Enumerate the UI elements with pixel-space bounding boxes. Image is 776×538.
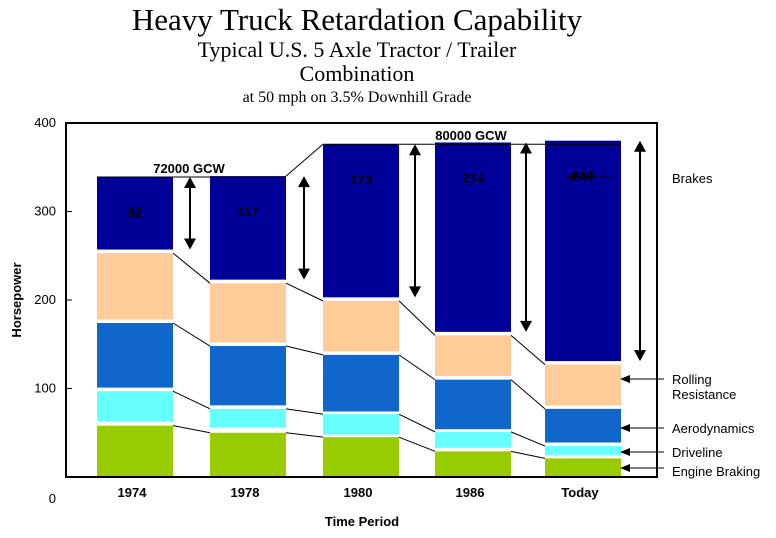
legend-label-rolling-resistance: Rolling Resistance [672,372,736,402]
connector-line [398,413,436,433]
bar-1974-aerodynamics [97,391,173,422]
x-tick-label-1980: 1980 [344,485,373,500]
data-label-brakes-today: 249 [572,169,594,184]
brakes-span-arrow-1980 [409,144,421,298]
connector-line [172,252,211,284]
bar-today-engine-braking [545,458,621,477]
connector-line [398,354,436,381]
connector-line [285,282,324,302]
bar-1974-engine-braking [97,425,173,477]
bar-1978-segment-6 [210,283,286,343]
bar-1986-engine-braking [435,451,511,477]
brakes-span-arrow-today [634,140,646,362]
connector-line [285,408,324,415]
chart-subtitle-conditions: at 50 mph on 3.5% Downhill Grade [243,89,472,106]
connector-line [510,335,546,365]
connector-line [172,425,211,434]
bar-today-segment-6 [545,364,621,406]
connector-line [172,390,211,410]
data-label-brakes-1980: 173 [350,172,372,187]
connector-line [398,436,436,452]
brakes-span-arrow-1974 [184,176,196,250]
bar-1974-segment-6 [97,253,173,320]
data-label-brakes-1978: 117 [238,204,259,219]
y-tick-label-400: 400 [34,115,56,130]
connector-line [398,300,436,336]
connector-line [172,322,211,347]
bar-1986-segment-6 [435,335,511,377]
x-tick-label-1986: 1986 [456,485,485,500]
bar-1980-aerodynamics [323,414,399,435]
x-tick-label-today: Today [561,485,599,500]
connector-line [285,432,324,438]
bar-1974-segment-4 [97,323,173,388]
brakes-span-arrow-1978 [298,176,310,280]
bar-1980-segment-4 [323,354,399,412]
connector-line [285,345,324,356]
bar-1986-segment-4 [435,379,511,430]
legend-arrowhead-rolling-resistance [620,375,630,383]
x-tick-label-1974: 1974 [118,485,148,500]
y-axis-label: Horsepower [9,262,24,337]
chart-subtitle-line-1: Typical U.S. 5 Axle Tractor / Trailer [198,37,517,62]
legend-label-aerodynamics: Aerodynamics [672,421,755,436]
chart-title: Heavy Truck Retardation Capability [132,2,583,37]
legend-label-engine-braking: Engine Braking [672,464,760,479]
bar-1986-brakes [435,142,511,332]
connector-line [510,431,546,447]
connector-line [510,450,546,459]
bar-1978-brakes [210,176,286,280]
bar-1978-segment-4 [210,346,286,406]
legend-arrowhead-aerodynamics [620,424,630,432]
bar-1978-aerodynamics [210,408,286,428]
brakes-span-arrow-1986 [520,142,532,332]
bar-today-aerodynamics [545,446,621,455]
y-tick-label-200: 200 [34,292,56,307]
gcw-rise-line [285,143,324,177]
bar-1986-aerodynamics [435,431,511,448]
annotation-80000-gcw: 80000 GCW [435,128,507,143]
data-label-brakes-1974: 82 [128,205,142,220]
legend-label-driveline: Driveline [672,445,723,460]
data-label-brakes-1986: 214 [462,170,484,185]
bar-1980-brakes [323,144,399,298]
x-tick-label-1978: 1978 [231,485,260,500]
bar-today-segment-4 [545,408,621,443]
legend-label-brakes: Brakes [672,171,713,186]
legend-arrowhead-driveline [620,448,630,456]
y-tick-label-0: 0 [49,491,56,506]
connector-line [510,379,546,410]
bar-1974-brakes [97,176,173,250]
annotation-72000-gcw: 72000 GCW [153,161,225,176]
bar-1980-segment-6 [323,300,399,352]
bar-1980-engine-braking [323,437,399,477]
legend-arrowhead-engine-braking [620,464,630,472]
legend-arrowhead-brakes [566,173,576,181]
chart-subtitle-line-2: Combination [300,61,415,86]
y-tick-label-100: 100 [34,381,56,396]
y-tick-label-300: 300 [34,204,56,219]
bar-1978-engine-braking [210,432,286,477]
x-axis-label: Time Period [325,514,399,529]
